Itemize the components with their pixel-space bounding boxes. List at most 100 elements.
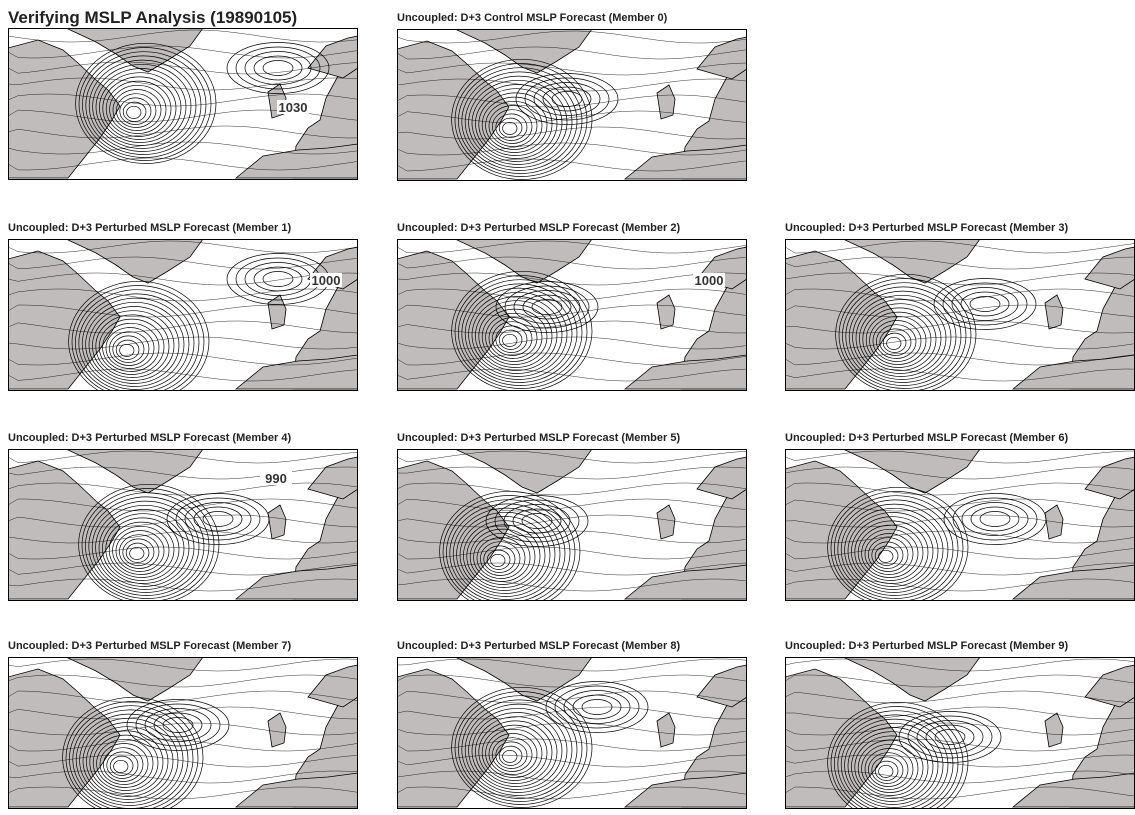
isobar (263, 272, 293, 287)
isobar (167, 494, 269, 545)
isobar (236, 47, 320, 89)
map: 1000 (8, 239, 358, 391)
map-panel: Uncoupled: D+3 Perturbed MSLP Forecast (… (8, 640, 358, 809)
map (785, 449, 1135, 601)
isobar (887, 337, 901, 349)
isobar (109, 332, 149, 366)
land (1085, 247, 1135, 289)
land (8, 251, 120, 389)
isobar (513, 509, 561, 533)
isobar (236, 258, 320, 300)
land (1045, 713, 1063, 747)
panel-title: Verifying MSLP Analysis (19890105) (8, 8, 358, 28)
map: 990 (8, 449, 358, 601)
isobar (971, 507, 1019, 531)
map-content (8, 239, 358, 391)
isobar (245, 263, 311, 296)
land (455, 29, 592, 73)
map: 1000 (397, 239, 747, 391)
contour-label: 1030 (279, 100, 308, 115)
land (455, 657, 592, 701)
land (843, 657, 980, 701)
isobar (934, 279, 1036, 330)
isobar (503, 750, 517, 762)
map-panel: Uncoupled: D+3 Perturbed MSLP Forecast (… (397, 640, 747, 809)
isobar (492, 322, 532, 356)
map (397, 29, 747, 181)
land (455, 449, 592, 493)
contour-label: 1000 (695, 273, 724, 288)
map-content (8, 657, 358, 809)
isobar (555, 686, 639, 728)
land (785, 669, 897, 807)
map-content (397, 29, 747, 180)
map-panel: Uncoupled: D+3 Perturbed MSLP Forecast (… (8, 222, 358, 391)
land (308, 457, 358, 499)
panel-title: Uncoupled: D+3 Perturbed MSLP Forecast (… (785, 432, 1135, 449)
isobar (504, 505, 570, 538)
isobar (496, 282, 598, 333)
land (308, 36, 358, 78)
isobar (254, 267, 302, 291)
map-panel: Verifying MSLP Analysis (19890105)1030 (8, 12, 358, 180)
land (657, 85, 675, 119)
isobar (103, 323, 159, 371)
contour-label: 1000 (312, 273, 341, 288)
isobar (503, 122, 517, 134)
land (1045, 295, 1063, 329)
map-content (397, 239, 747, 391)
isobar (505, 286, 589, 328)
map (785, 239, 1135, 391)
isobar (523, 295, 571, 319)
map-panel: Uncoupled: D+3 Perturbed MSLP Forecast (… (785, 222, 1135, 391)
isobar (203, 512, 233, 527)
map-content (397, 657, 747, 808)
land (455, 239, 592, 283)
isobar (127, 106, 141, 118)
isobar (944, 494, 1046, 545)
isobar (961, 292, 1009, 316)
land (697, 665, 747, 707)
isobar (543, 87, 591, 111)
map: 1030 (8, 28, 358, 180)
map-content (785, 449, 1135, 601)
panel-title: Uncoupled: D+3 Perturbed MSLP Forecast (… (397, 222, 747, 239)
map (397, 657, 747, 809)
land (697, 457, 747, 499)
land (697, 37, 747, 79)
panel-title: Uncoupled: D+3 Perturbed MSLP Forecast (… (397, 640, 747, 657)
isobar (879, 550, 893, 562)
isobar (97, 739, 153, 787)
land (397, 461, 509, 599)
panel-title: Uncoupled: D+3 Perturbed MSLP Forecast (… (397, 432, 747, 449)
panel-title: Uncoupled: D+3 Perturbed MSLP Forecast (… (785, 640, 1135, 657)
map (785, 657, 1135, 809)
contour-label: 990 (265, 471, 287, 486)
isobar (514, 291, 580, 324)
isobar (492, 738, 532, 772)
land (657, 713, 675, 747)
panel-title: Uncoupled: D+3 Perturbed MSLP Forecast (… (785, 222, 1135, 239)
map (8, 657, 358, 809)
panel-title: Uncoupled: D+3 Perturbed MSLP Forecast (… (8, 640, 358, 657)
panel-title: Uncoupled: D+3 Control MSLP Forecast (Me… (397, 12, 747, 29)
isobar (980, 512, 1010, 527)
isobar (952, 288, 1018, 321)
land (66, 657, 203, 701)
isobar (492, 110, 532, 144)
map-panel: Uncoupled: D+3 Perturbed MSLP Forecast (… (8, 432, 358, 601)
land (657, 505, 675, 539)
isobar (962, 503, 1028, 536)
land (8, 40, 120, 178)
land (843, 449, 980, 493)
isobar (116, 94, 156, 128)
isobar (534, 83, 600, 116)
isobar (103, 748, 143, 782)
land (66, 28, 203, 72)
land (657, 295, 675, 329)
map-panel: Uncoupled: D+3 Perturbed MSLP Forecast (… (397, 432, 747, 601)
isobar (503, 334, 517, 346)
isobar (114, 760, 128, 772)
isobar (516, 74, 618, 125)
isobar (491, 554, 505, 566)
